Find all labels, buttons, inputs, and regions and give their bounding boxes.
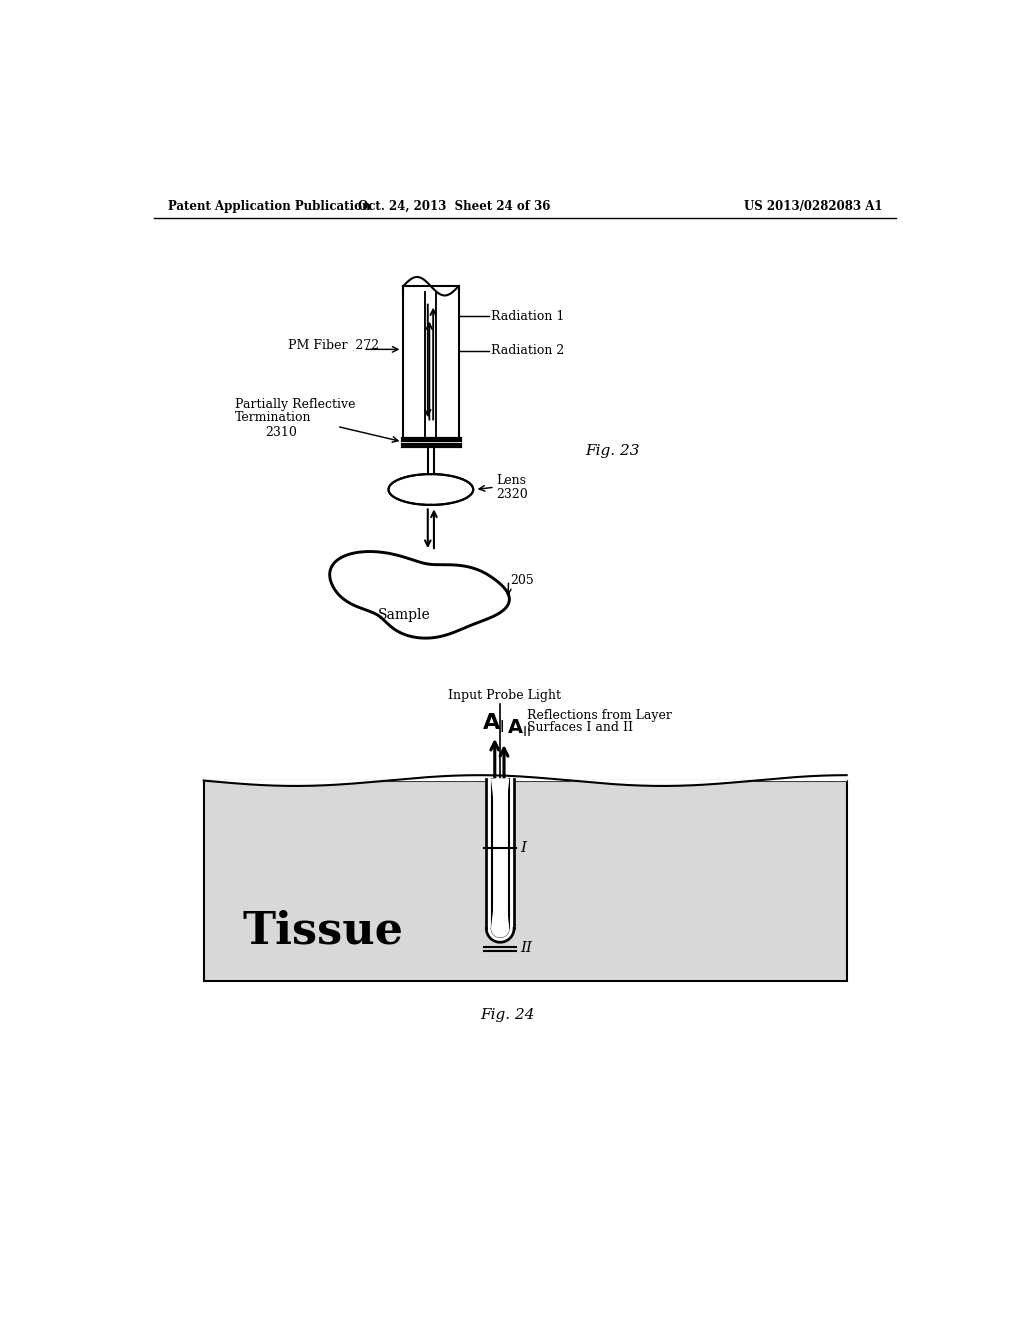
Text: Surfaces I and II: Surfaces I and II [527, 721, 633, 734]
Polygon shape [486, 779, 514, 942]
Text: Fig. 24: Fig. 24 [480, 1008, 536, 1023]
Text: Radiation 1: Radiation 1 [490, 310, 564, 323]
Text: II: II [520, 941, 532, 956]
Text: $\mathbf{A}_{\rm I}$: $\mathbf{A}_{\rm I}$ [482, 711, 505, 735]
Polygon shape [330, 552, 509, 638]
Text: 205: 205 [510, 574, 534, 587]
Text: I: I [520, 841, 526, 855]
Text: Termination: Termination [234, 412, 311, 425]
Polygon shape [492, 779, 509, 937]
Text: Oct. 24, 2013  Sheet 24 of 36: Oct. 24, 2013 Sheet 24 of 36 [357, 199, 550, 213]
Text: 2320: 2320 [497, 487, 528, 500]
Text: US 2013/0282083 A1: US 2013/0282083 A1 [743, 199, 882, 213]
Text: Sample: Sample [378, 609, 430, 622]
Text: 2310: 2310 [265, 426, 297, 440]
Text: Reflections from Layer: Reflections from Layer [527, 709, 672, 722]
Bar [204, 780, 847, 981]
Text: PM Fiber  272: PM Fiber 272 [289, 339, 380, 352]
Text: Fig. 23: Fig. 23 [585, 444, 639, 458]
Text: Tissue: Tissue [243, 909, 403, 952]
Polygon shape [388, 474, 473, 506]
Text: Partially Reflective: Partially Reflective [234, 399, 355, 412]
Text: Radiation 2: Radiation 2 [490, 345, 564, 358]
Bar [403, 286, 459, 440]
Polygon shape [204, 775, 847, 785]
Text: $\mathbf{A}_{\rm II}$: $\mathbf{A}_{\rm II}$ [507, 718, 531, 739]
Text: Input Probe Light: Input Probe Light [447, 689, 560, 702]
Text: Lens: Lens [497, 474, 526, 487]
Text: Patent Application Publication: Patent Application Publication [168, 199, 370, 213]
